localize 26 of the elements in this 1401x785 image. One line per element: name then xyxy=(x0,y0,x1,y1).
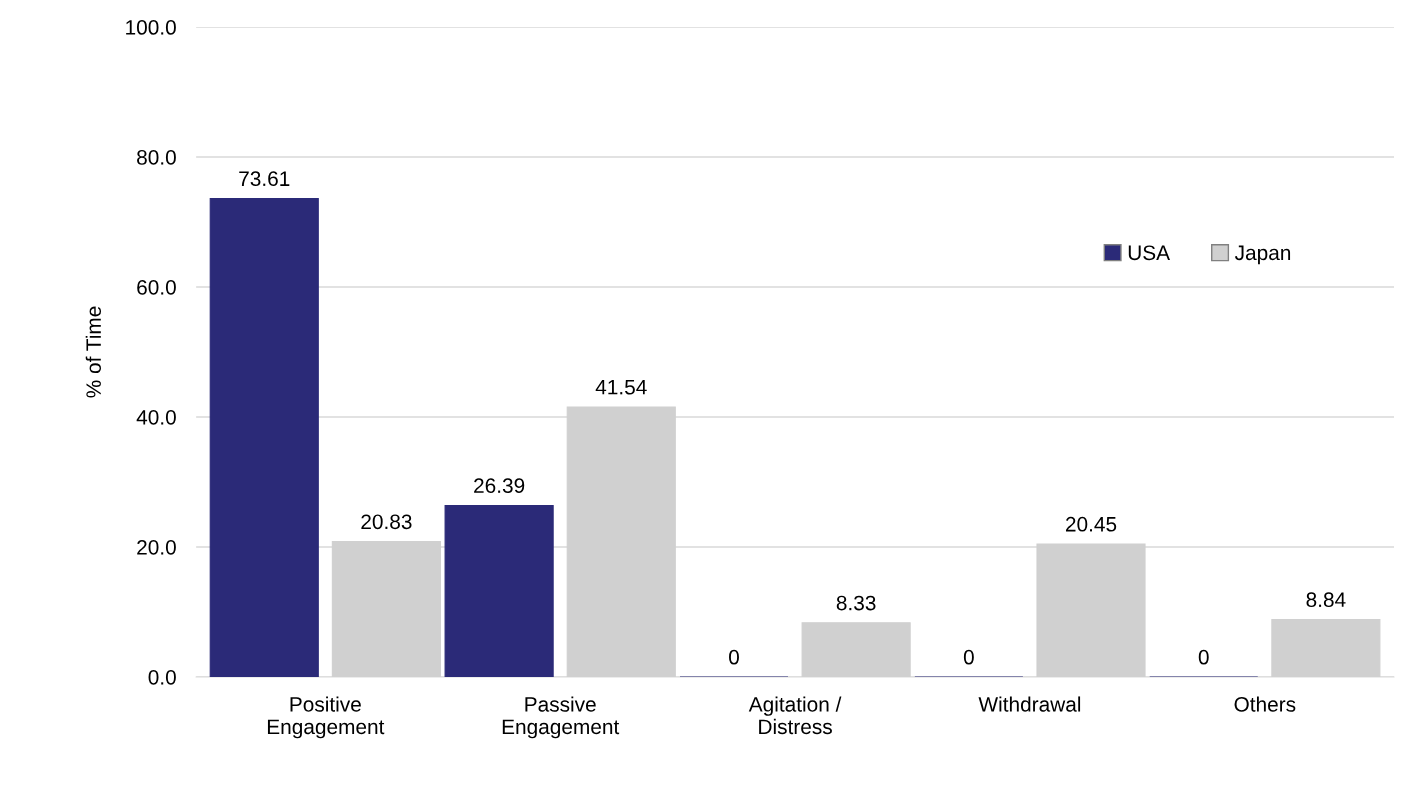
bar xyxy=(444,504,554,677)
x-tick-label: Agitation / Distress xyxy=(748,696,842,735)
x-tick-label: Passive Engagement xyxy=(502,696,620,739)
x-tick-label: Positive Engagement xyxy=(267,696,385,739)
y-tick-label: 20.0 xyxy=(137,539,176,555)
y-tick-label: 80.0 xyxy=(137,150,176,165)
x-tick-label: Withdrawal xyxy=(978,696,1081,712)
data-label: 26.39 xyxy=(474,478,525,493)
data-label: 8.84 xyxy=(1306,592,1346,608)
data-label: 8.33 xyxy=(836,595,876,611)
bar xyxy=(209,197,319,677)
data-label: 0 xyxy=(1198,649,1209,665)
x-tick-label: Others xyxy=(1234,696,1296,712)
data-label: 41.54 xyxy=(595,379,647,395)
y-axis-title: % of Time xyxy=(85,306,101,398)
legend-label: Japan xyxy=(1234,245,1291,265)
y-tick-label: 40.0 xyxy=(136,409,176,425)
data-label: 20.45 xyxy=(1065,516,1117,532)
y-tick-label: 100.0 xyxy=(126,20,176,35)
y-tick-label: 60.0 xyxy=(137,280,176,295)
data-label: 73.61 xyxy=(239,171,290,187)
data-label: 20.83 xyxy=(361,514,412,530)
y-tick-label: 0.0 xyxy=(148,669,176,685)
data-label: 0 xyxy=(729,649,739,665)
data-label: 0 xyxy=(963,649,974,665)
legend-label: USA xyxy=(1128,245,1171,261)
